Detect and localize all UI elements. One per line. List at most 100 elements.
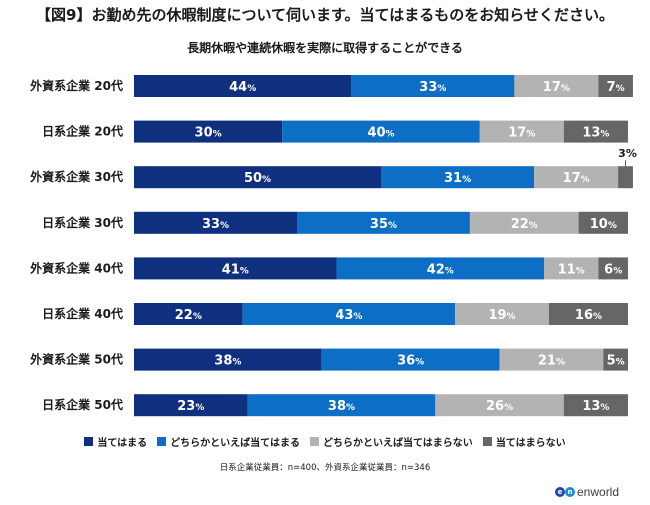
bar-segment-3 bbox=[469, 211, 579, 234]
data-label: 10% bbox=[590, 217, 617, 232]
bar-segment-1 bbox=[134, 394, 248, 417]
data-label: 13% bbox=[582, 126, 609, 141]
bar-segment-3 bbox=[455, 303, 549, 325]
legend-label: どちらかといえば当てはまらない bbox=[323, 438, 473, 449]
data-label: 17% bbox=[563, 171, 590, 186]
legend-swatch bbox=[310, 437, 319, 446]
bar-segment-4 bbox=[563, 120, 628, 143]
data-label: 22% bbox=[175, 308, 202, 323]
category-label: 日系企業 20代 bbox=[42, 124, 123, 139]
legend-label: 当てはまらない bbox=[495, 438, 566, 449]
category-label: 日系企業 40代 bbox=[42, 306, 123, 321]
bar-segment-1 bbox=[134, 75, 352, 97]
legend-item-4: 当てはまらない bbox=[482, 434, 566, 449]
stacked-bar-chart: 外資系企業 20代 44% 33% 17% 7% 日系企業 20代 30% 40% 17% 13%… bbox=[30, 75, 637, 417]
data-label: 11% bbox=[558, 262, 585, 277]
bar-row: 外資系企業 50代 38% 36% 21% 5% bbox=[30, 348, 628, 371]
data-label: 38% bbox=[328, 399, 355, 414]
data-label: 30% bbox=[195, 126, 222, 141]
logo-icon: e n bbox=[555, 487, 575, 497]
data-label: 16% bbox=[575, 308, 602, 323]
data-label: 42% bbox=[427, 262, 454, 277]
bar-segment-1 bbox=[134, 120, 283, 143]
bar-segment-2 bbox=[351, 75, 515, 97]
bar-segment-3 bbox=[499, 348, 604, 371]
bar-row: 日系企業 50代 23% 38% 26% 13% bbox=[42, 394, 628, 417]
bar-segment-2 bbox=[282, 120, 480, 143]
data-label: 26% bbox=[486, 399, 513, 414]
category-label: 外資系企業 50代 bbox=[30, 352, 123, 367]
data-label: 19% bbox=[488, 308, 515, 323]
data-label: 22% bbox=[511, 217, 538, 232]
bar-segment-2 bbox=[297, 211, 470, 234]
data-label: 41% bbox=[222, 262, 249, 277]
legend-item-3: どちらかといえば当てはまらない bbox=[310, 434, 473, 449]
bar-segment-4 bbox=[563, 394, 628, 417]
data-label: 43% bbox=[335, 308, 362, 323]
data-label: 36% bbox=[397, 354, 424, 369]
bar-segment-1 bbox=[134, 257, 337, 280]
legend-swatch bbox=[157, 437, 167, 446]
logo-dot-e: e bbox=[555, 487, 565, 497]
data-label: 17% bbox=[508, 126, 535, 141]
data-label: 13% bbox=[582, 399, 609, 414]
data-label: 35% bbox=[370, 217, 397, 232]
legend-item-1: 当てはまる bbox=[84, 434, 147, 449]
data-label: 50% bbox=[244, 171, 271, 186]
sample-size-note: 日系企業従業員：n=400、外資系企業従業員：n=346 bbox=[219, 463, 431, 473]
data-label: 23% bbox=[177, 399, 204, 414]
data-label: 44% bbox=[229, 80, 256, 95]
data-label: 33% bbox=[202, 217, 229, 232]
legend: 当てはまる どちらかといえば当てはまる どちらかといえば当てはまらない 当てはまらない bbox=[0, 434, 650, 449]
bar-row: 外資系企業 40代 41% 42% 11% 6% bbox=[30, 257, 628, 280]
figure-title: 【図9】お勤め先の休暇制度について伺います。当てはまるものをお知らせください。 bbox=[36, 6, 614, 24]
bar-row: 外資系企業 20代 44% 33% 17% 7% bbox=[30, 75, 633, 97]
bar-segment-2 bbox=[336, 257, 545, 280]
legend-swatch bbox=[482, 437, 492, 446]
chart-title: 長期休暇や連続休暇を実際に取得することができる bbox=[187, 41, 463, 55]
data-label: 38% bbox=[214, 354, 241, 369]
bar-segment-3 bbox=[479, 120, 564, 143]
logo-dot-n: n bbox=[565, 487, 575, 497]
category-label: 外資系企業 40代 bbox=[30, 260, 123, 275]
data-label: 7% bbox=[607, 80, 625, 95]
bar-segment-4 bbox=[578, 211, 628, 234]
bar-segment-3 bbox=[544, 257, 599, 280]
bar-row: 日系企業 30代 33% 35% 22% 10% bbox=[42, 211, 628, 234]
legend-label: 当てはまる bbox=[97, 438, 148, 449]
data-label: 21% bbox=[538, 354, 565, 369]
bar-segment-2 bbox=[321, 348, 500, 371]
legend-item-2: どちらかといえば当てはまる bbox=[157, 434, 300, 449]
bar-segment-1 bbox=[134, 348, 322, 371]
bar-segment-4 bbox=[618, 166, 633, 189]
bar-segment-4 bbox=[598, 75, 633, 97]
legend-swatch bbox=[84, 437, 94, 446]
bar-segment-4 bbox=[548, 303, 628, 325]
bar-segment-3 bbox=[514, 75, 599, 97]
bar-row: 日系企業 20代 30% 40% 17% 13% bbox=[42, 120, 628, 143]
bar-segment-3 bbox=[435, 394, 564, 417]
data-label: 6% bbox=[604, 262, 622, 277]
bar-segment-2 bbox=[242, 303, 456, 325]
bar-segment-2 bbox=[381, 166, 535, 189]
legend-label: どちらかといえば当てはまる bbox=[170, 438, 300, 449]
data-label: 33% bbox=[419, 80, 446, 95]
data-label: 3% bbox=[618, 147, 637, 160]
bar-segment-4 bbox=[603, 348, 628, 371]
bar-segment-1 bbox=[134, 303, 243, 325]
data-label: 31% bbox=[444, 171, 471, 186]
logo-text: enworld bbox=[577, 485, 620, 499]
bar-segment-1 bbox=[134, 211, 298, 234]
bar-segment-3 bbox=[534, 166, 619, 189]
data-label: 17% bbox=[543, 80, 570, 95]
enworld-logo: e n enworld bbox=[555, 485, 619, 499]
bar-segment-2 bbox=[247, 394, 436, 417]
category-label: 日系企業 50代 bbox=[42, 397, 123, 412]
bar-row: 外資系企業 30代 50% 31% 17% 3% bbox=[30, 147, 637, 189]
category-label: 外資系企業 20代 bbox=[30, 78, 123, 93]
data-label: 40% bbox=[367, 126, 394, 141]
data-label: 5% bbox=[607, 354, 625, 369]
bar-segment-4 bbox=[598, 257, 628, 280]
category-label: 外資系企業 30代 bbox=[30, 169, 123, 184]
bar-row: 日系企業 40代 22% 43% 19% 16% bbox=[42, 303, 628, 325]
